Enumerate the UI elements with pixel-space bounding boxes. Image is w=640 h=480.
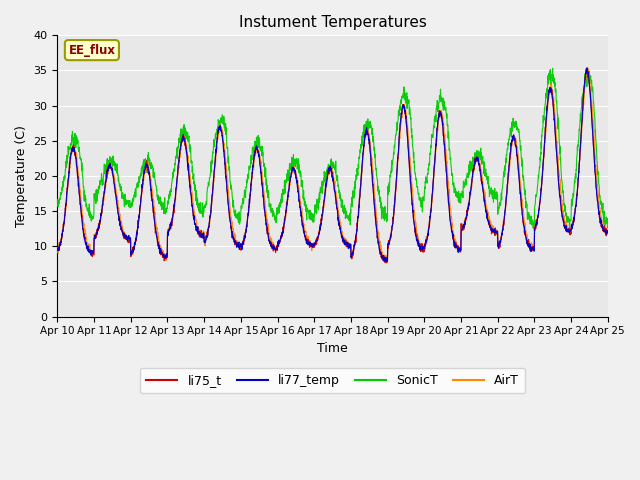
Legend: li75_t, li77_temp, SonicT, AirT: li75_t, li77_temp, SonicT, AirT [140, 368, 525, 393]
Title: Instument Temperatures: Instument Temperatures [239, 15, 426, 30]
Text: EE_flux: EE_flux [68, 44, 115, 57]
X-axis label: Time: Time [317, 342, 348, 355]
Y-axis label: Temperature (C): Temperature (C) [15, 125, 28, 227]
